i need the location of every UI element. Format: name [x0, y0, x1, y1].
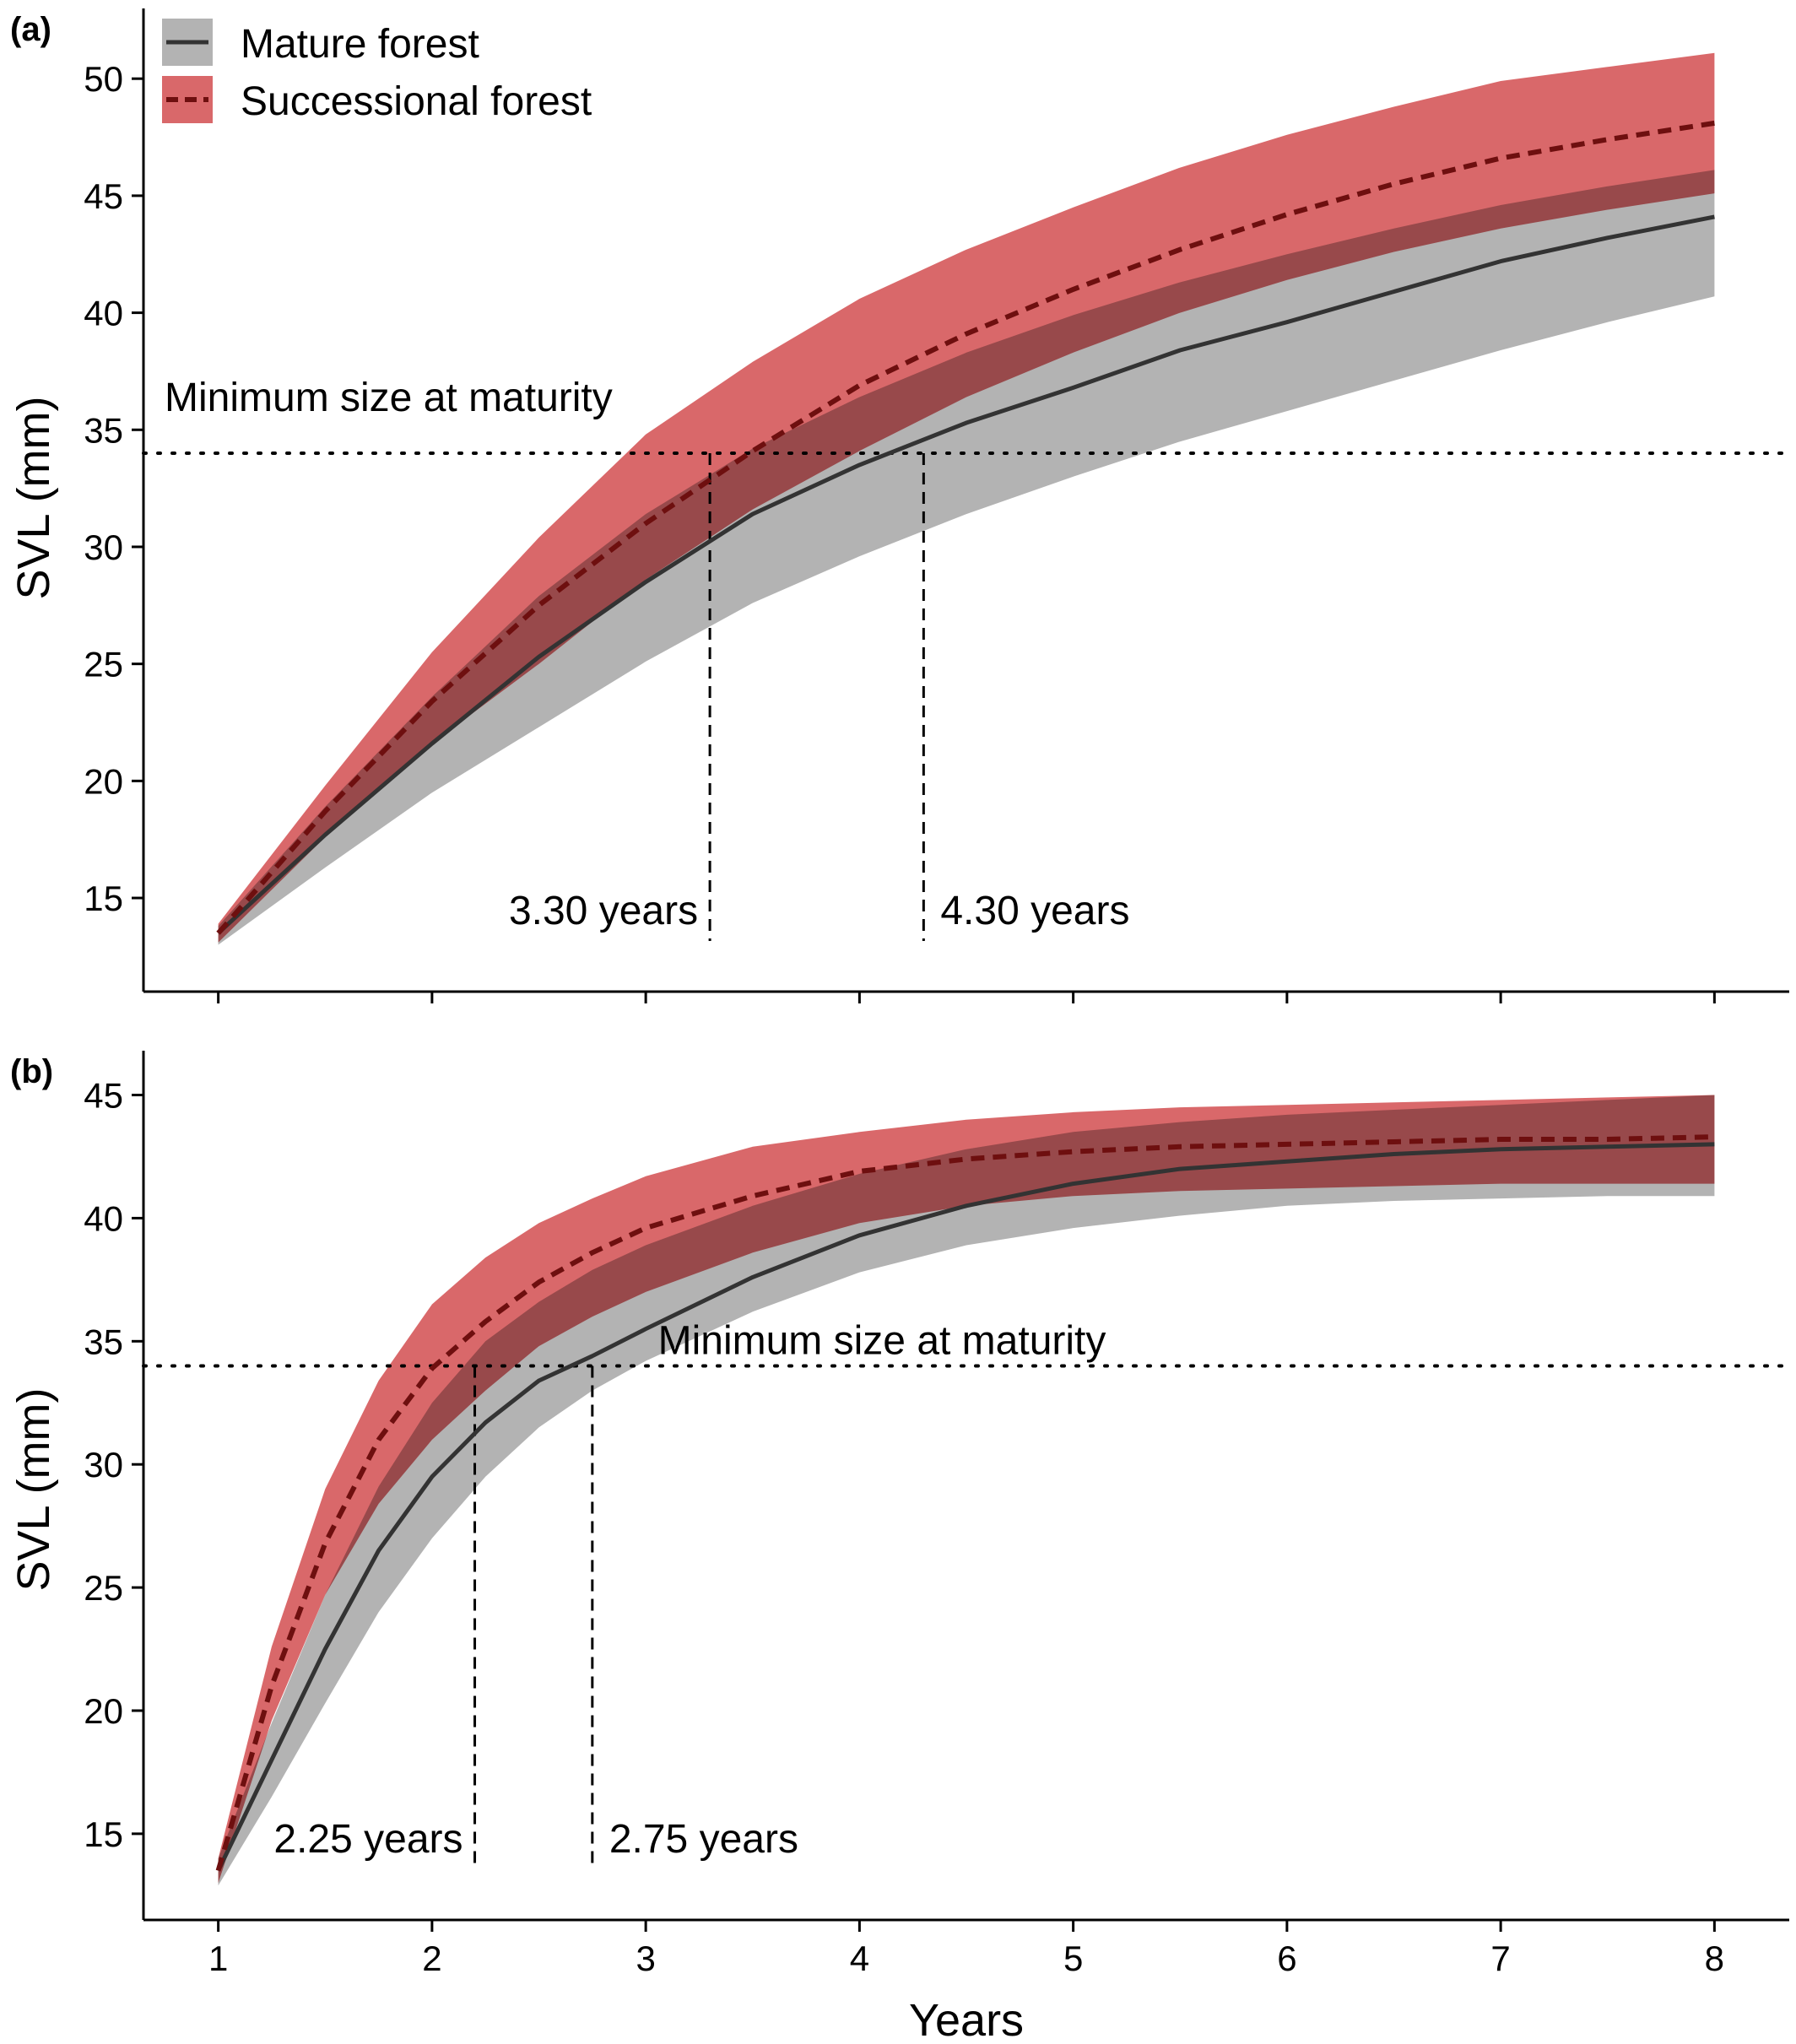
panel-a: 15 20 25 30 35 40 45 50 (a) Minimum size at mat…	[8, 8, 1791, 1003]
legend-label-mature: Mature forest	[241, 22, 479, 67]
panel-a-mature-confidence-band	[218, 170, 1715, 945]
panel-b-mature-confidence-band	[218, 1095, 1715, 1886]
panel-a-guides	[142, 452, 1791, 941]
legend-label-successional: Successional forest	[241, 79, 592, 124]
panel-b-y-ticks: 15 20 25 30 35 40 45	[84, 1076, 143, 1854]
legend: Mature forest Successional forest	[162, 19, 592, 124]
panel-b-y-axis-title: SVL (mm)	[8, 1388, 59, 1592]
panel-b-marker-label-1: 2.25 years	[273, 1817, 463, 1862]
panel-a-y-tick-label-35: 35	[84, 410, 123, 450]
x-tick-label-4: 4	[850, 1939, 869, 1978]
panel-a-bands	[218, 52, 1715, 945]
panel-b-y-tick-label-45: 45	[84, 1076, 123, 1116]
panel-a-axes: 15 20 25 30 35 40 45 50	[84, 8, 1789, 1003]
panel-b-bands	[218, 1095, 1715, 1886]
panel-a-label: (a)	[10, 11, 51, 48]
x-tick-label-6: 6	[1277, 1939, 1296, 1978]
panel-b-lines	[215, 1134, 1715, 1872]
x-tick-label-7: 7	[1490, 1939, 1510, 1978]
panel-a-y-tick-label-15: 15	[84, 879, 123, 918]
panel-b-successional-line	[215, 1134, 1715, 1872]
panel-b-label: (b)	[10, 1053, 53, 1090]
panel-a-successional-confidence-band	[218, 52, 1715, 943]
panel-a-marker-label-2: 4.30 years	[940, 889, 1129, 933]
panel-b-x-ticks: 1 2 3 4 5 6 7 8	[208, 1920, 1724, 1978]
panel-a-y-tick-label-30: 30	[84, 527, 123, 567]
panel-a-y-tick-label-25: 25	[84, 645, 123, 684]
x-tick-label-8: 8	[1705, 1939, 1724, 1978]
panel-b-y-tick-label-40: 40	[84, 1198, 123, 1238]
panel-a-y-tick-label-45: 45	[84, 176, 123, 216]
panel-a-marker-label-1: 3.30 years	[509, 889, 698, 933]
panel-b-threshold-label: Minimum size at maturity	[658, 1318, 1106, 1363]
panel-b-y-tick-label-15: 15	[84, 1814, 123, 1854]
panel-b-marker-label-2: 2.75 years	[609, 1817, 798, 1862]
panel-b-guides	[142, 1364, 1791, 1869]
panel-a-lines	[216, 120, 1715, 935]
x-tick-label-2: 2	[422, 1939, 441, 1978]
x-axis-title: Years	[909, 1995, 1024, 2044]
x-tick-label-3: 3	[636, 1939, 655, 1978]
panel-a-y-ticks: 15 20 25 30 35 40 45 50	[84, 59, 143, 918]
panel-a-y-tick-label-40: 40	[84, 294, 123, 333]
panel-b-y-tick-label-35: 35	[84, 1322, 123, 1361]
panel-b-y-tick-label-30: 30	[84, 1445, 123, 1484]
panel-a-x-ticks	[217, 992, 1716, 1003]
panel-b-mature-line	[216, 1142, 1715, 1872]
panel-a-threshold-label: Minimum size at maturity	[165, 376, 613, 420]
panel-a-successional-line	[216, 120, 1715, 935]
panel-a-y-axis-title: SVL (mm)	[8, 397, 59, 600]
panel-b-y-tick-label-25: 25	[84, 1568, 123, 1608]
panel-b-y-tick-label-20: 20	[84, 1691, 123, 1731]
panel-a-mature-line	[216, 214, 1715, 935]
x-tick-label-5: 5	[1063, 1939, 1083, 1978]
panel-a-y-tick-label-20: 20	[84, 761, 123, 801]
x-tick-label-1: 1	[208, 1939, 228, 1978]
panel-a-y-tick-label-50: 50	[84, 59, 123, 99]
